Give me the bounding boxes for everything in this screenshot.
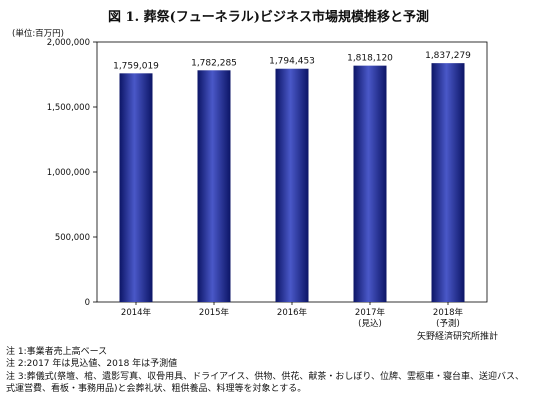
source-label: 矢野経済研究所推計 [417,332,499,342]
y-tick-label: 2,000,000 [47,38,90,48]
unit-label: (単位:百万円) [12,29,64,39]
y-tick-label: 1,000,000 [47,168,90,178]
data-label: 1,837,279 [425,51,471,61]
x-tick-label: 2014年 [121,307,152,318]
x-tick-label: 2016年 [277,307,308,318]
y-tick-label: 0 [85,298,90,308]
data-label: 1,794,453 [269,57,315,67]
x-tick-sublabel: (予測) [436,318,460,329]
bar [431,63,465,302]
y-axis: 0 500,000 1,000,000 1,500,000 2,000,000 [47,38,97,308]
note-2: 注 2:2017 年は見込値、2018 年は予測値 [6,359,178,370]
bar-chart: 0 500,000 1,000,000 1,500,000 2,000,000 1,75… [47,38,488,329]
data-label: 1,759,019 [113,61,159,71]
bar [353,65,387,302]
bar [197,70,231,302]
notes-block: 注 1:事業者売上高ベース 注 2:2017 年は見込値、2018 年は予測値 … [6,346,524,396]
y-tick-label: 500,000 [55,233,90,243]
bar [119,73,153,302]
x-tick-label: 2018年 [433,307,464,318]
x-tick-sublabel: (見込) [358,318,382,329]
data-label: 1,818,120 [347,54,393,64]
chart-title: 図 1. 葬祭(フューネラル)ビジネス市場規模推移と予測 [108,10,429,25]
bar [275,68,309,303]
note-1: 注 1:事業者売上高ベース [6,347,108,357]
x-tick-label: 2017年 [355,307,386,318]
x-axis: 2014年 2015年 2016年 2017年(見込) 2018年(予測) [121,302,464,329]
note-3-continued: 式運営費、看板・事務用品)と会葬礼状、粗供養品、料理等を対象とする。 [6,384,307,395]
note-3: 注 3:葬儀式(祭壇、棺、遺影写真、収骨用具、ドライアイス、供物、供花、献茶・お… [6,371,525,382]
bar-series: 1,759,019 1,782,285 1,794,453 1,818,120 1,83… [113,51,471,303]
y-tick-label: 1,500,000 [47,103,90,113]
x-tick-label: 2015年 [199,307,230,318]
data-label: 1,782,285 [191,58,237,68]
